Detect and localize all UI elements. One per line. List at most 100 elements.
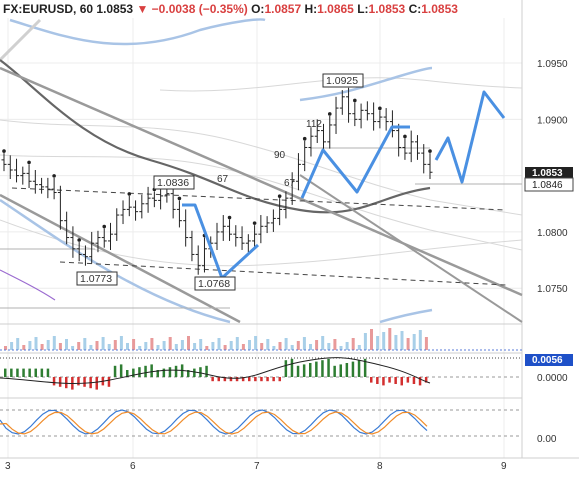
dashed-support-upper xyxy=(11,187,507,211)
price-tick-label: 1.0750 xyxy=(537,284,568,295)
volume-bar xyxy=(315,340,319,350)
macd-bar xyxy=(10,368,13,377)
volume-bar xyxy=(309,344,312,350)
volume-bar xyxy=(113,340,117,350)
forecast-zigzag-right xyxy=(434,90,506,184)
ohlc-bar xyxy=(339,90,345,115)
volume-bar xyxy=(156,345,160,350)
ohlc-bar xyxy=(264,216,270,234)
time-tick-label: 8 xyxy=(377,461,383,472)
volume-bar xyxy=(296,341,300,350)
ohlc-bar xyxy=(421,144,427,174)
ohlc-bar xyxy=(314,119,320,143)
volume-bar xyxy=(260,343,264,350)
ohlc-bar xyxy=(101,224,107,248)
ohlc-bar xyxy=(383,108,389,131)
ohlc-bars xyxy=(1,87,433,275)
volume-bar xyxy=(199,339,203,350)
stoch-d-line xyxy=(0,411,428,435)
macd-bar xyxy=(126,370,129,377)
ohlc-bar xyxy=(51,174,57,200)
ohlc-bar xyxy=(321,123,326,151)
volume-bar xyxy=(266,339,270,350)
volume-bar xyxy=(388,328,392,350)
macd-bar xyxy=(296,365,300,377)
macd-bar xyxy=(241,377,245,382)
macd-signal-line xyxy=(0,357,431,384)
price-tick-label: 1.0950 xyxy=(537,59,568,70)
ohlc-bar xyxy=(389,110,395,138)
ohlc-bar xyxy=(402,134,408,160)
ohlc-bar xyxy=(377,106,383,129)
fractal-dot xyxy=(327,112,332,116)
ohlc-bar xyxy=(139,194,145,219)
volume-bar xyxy=(65,339,68,350)
macd-bar xyxy=(272,377,275,382)
volume-bar xyxy=(376,336,380,350)
last-price-tag-text: 1.0853 xyxy=(532,168,563,179)
ohlc-bar xyxy=(45,177,51,199)
interval-label[interactable]: 60 xyxy=(79,2,94,16)
volume-bar xyxy=(52,336,56,350)
macd-bar xyxy=(229,377,233,382)
price-grid xyxy=(0,18,522,458)
ohlc-bar xyxy=(1,149,7,172)
volume-bar xyxy=(418,330,422,350)
volume-bar xyxy=(138,346,142,350)
volume-bar xyxy=(28,341,32,350)
ohlc-bar xyxy=(220,215,226,241)
upper-band xyxy=(9,18,266,46)
macd-bar xyxy=(290,358,294,377)
volume-bar xyxy=(357,345,361,350)
ohlc-bar xyxy=(195,245,201,275)
macd-bar xyxy=(302,364,306,377)
interval-sep: , xyxy=(73,2,80,16)
volume-bar xyxy=(205,346,209,350)
volume-bar xyxy=(34,337,38,350)
macd-bar xyxy=(394,377,397,384)
ohlc-bar xyxy=(295,153,301,191)
volume-bar xyxy=(370,329,373,350)
label-1-0773-box xyxy=(76,271,118,286)
change-value: −0.0038 (−0.35%) xyxy=(151,2,248,16)
macd-bar xyxy=(40,368,44,377)
symbol-label[interactable]: FX:EURUSD xyxy=(3,2,74,16)
ohlc-bar xyxy=(427,149,433,180)
fractal-dot xyxy=(77,238,81,242)
ohlc-bar xyxy=(352,98,358,127)
ohlc-bar xyxy=(57,185,63,230)
volume-bar xyxy=(162,341,166,350)
fib-label-67-right: 67 xyxy=(284,178,296,189)
fractal-dot xyxy=(302,136,307,141)
macd-bar xyxy=(132,368,135,377)
volume-bar xyxy=(406,338,410,350)
ohlc-bar xyxy=(183,209,189,247)
volume-bar xyxy=(339,346,343,350)
level-price-tag xyxy=(524,177,574,192)
envelope-line xyxy=(0,154,523,251)
purple-line xyxy=(0,269,56,301)
open-value: 1.0857 xyxy=(264,2,302,16)
macd-bar xyxy=(113,365,117,377)
volume-bar xyxy=(119,336,123,350)
macd-bar xyxy=(174,365,178,377)
time-tick-label: 3 xyxy=(5,461,11,472)
ohlc-bar xyxy=(408,130,414,163)
volume-bar xyxy=(22,345,26,350)
macd-bar xyxy=(266,377,269,382)
ohlc-bar xyxy=(76,238,82,262)
label-1-0768: 1.0768 xyxy=(198,278,230,290)
macd-bar xyxy=(168,367,172,377)
macd-bar xyxy=(235,377,239,382)
fractal-dot xyxy=(127,192,132,196)
ohlc-bar xyxy=(120,200,126,225)
channel-upper xyxy=(0,66,523,297)
label-1-0768-box xyxy=(194,276,236,291)
ohlc-bar xyxy=(114,208,120,241)
macd-bar xyxy=(333,365,336,377)
volume-bar xyxy=(290,345,294,350)
ohlc-bar xyxy=(7,155,13,180)
volume-bar xyxy=(394,335,398,350)
stoch-k-line xyxy=(0,409,428,435)
volume-bar xyxy=(412,334,416,350)
